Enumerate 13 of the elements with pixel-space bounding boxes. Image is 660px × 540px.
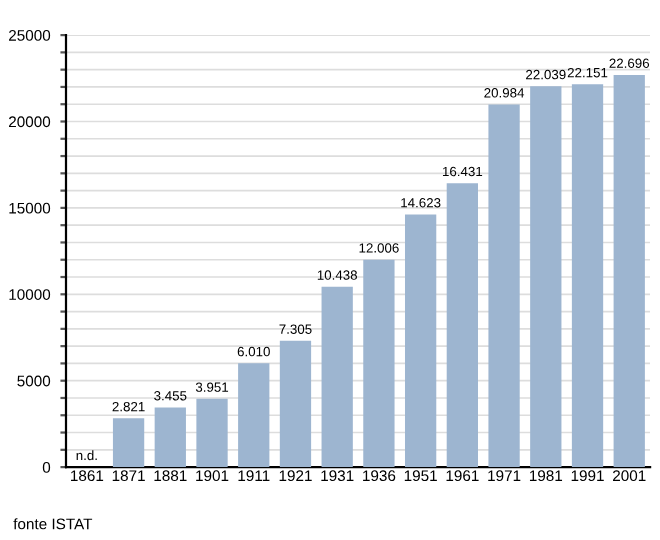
bar (112, 418, 145, 468)
bar (196, 398, 228, 468)
bar (446, 183, 478, 468)
bar (321, 286, 353, 468)
bar (238, 363, 270, 468)
bar (488, 104, 520, 468)
bar (363, 259, 395, 468)
bar (154, 407, 186, 468)
bar (404, 214, 437, 468)
bar (613, 74, 645, 468)
bar (571, 84, 604, 468)
bar (530, 86, 562, 468)
bar (279, 340, 312, 468)
